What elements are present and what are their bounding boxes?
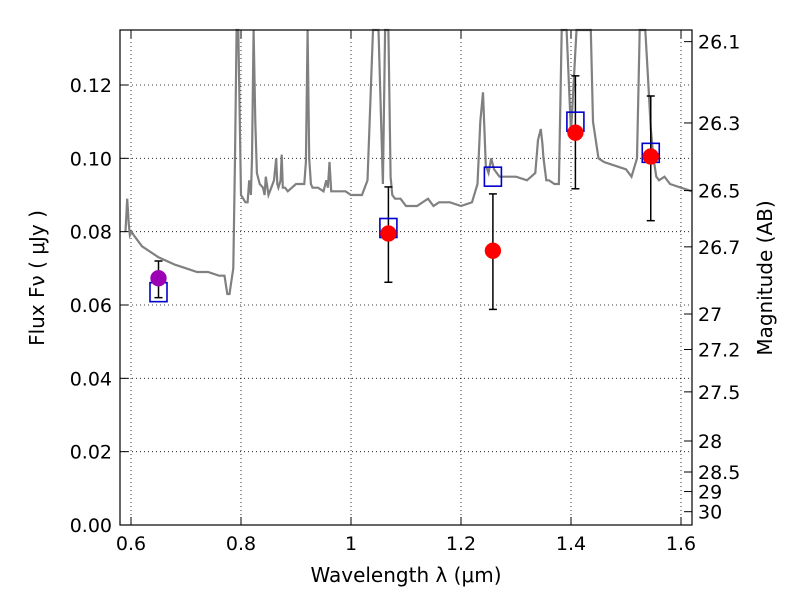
right-tick-label: 28.5 — [698, 462, 740, 484]
y-tick-label: 0.04 — [70, 368, 112, 390]
plot-frame — [119, 29, 693, 526]
y-tick-label: 0.12 — [70, 75, 112, 97]
right-tick-label: 27.5 — [698, 382, 740, 404]
y-tick-label: 0.10 — [70, 148, 112, 170]
x-tick-label: 0.6 — [116, 533, 146, 555]
right-tick-label: 26.1 — [698, 32, 740, 54]
observed-point-circle — [380, 225, 397, 242]
right-tick-label: 26.5 — [698, 181, 740, 203]
observed-point-circle — [567, 124, 584, 141]
observed-photometry-circles — [150, 124, 659, 287]
right-tick-label: 29 — [698, 482, 722, 504]
y-tick-label: 0.06 — [70, 295, 112, 317]
right-tick-label: 27.2 — [698, 340, 740, 362]
x-axis-label: Wavelength λ (μm) — [310, 563, 501, 587]
x-tick-label: 1.4 — [556, 533, 586, 555]
right-tick-label: 26.7 — [698, 237, 740, 259]
right-tick-label: 26.3 — [698, 113, 740, 135]
y-tick-label: 0.08 — [70, 222, 112, 244]
model-point-square — [483, 166, 503, 187]
observed-point-circle — [642, 148, 659, 165]
x-tick-label: 1 — [345, 533, 357, 555]
x-tick-label: 1.2 — [446, 533, 476, 555]
right-tick-label: 30 — [698, 502, 722, 524]
y-tick-label: 0.02 — [70, 442, 112, 464]
observed-point-circle — [150, 269, 167, 287]
y-axis-label: Flux Fν ( μJy ) — [25, 210, 49, 346]
plot-background — [120, 30, 692, 525]
x-tick-label: 0.8 — [226, 533, 256, 555]
right-tick-label: 27 — [698, 304, 722, 326]
grid-lines — [120, 30, 692, 525]
y-tick-label: 0.00 — [70, 515, 112, 537]
axis-ticks: 0.6 0.8 1 1.2 1.4 1.6 0.00 0.02 0.04 0.06 0.08 0.10… — [70, 30, 740, 555]
x-tick-label: 1.6 — [666, 533, 696, 555]
observed-point-circle — [484, 242, 502, 259]
right-tick-label: 28 — [698, 431, 722, 453]
right-axis-label: Magnitude (AB) — [753, 200, 777, 355]
